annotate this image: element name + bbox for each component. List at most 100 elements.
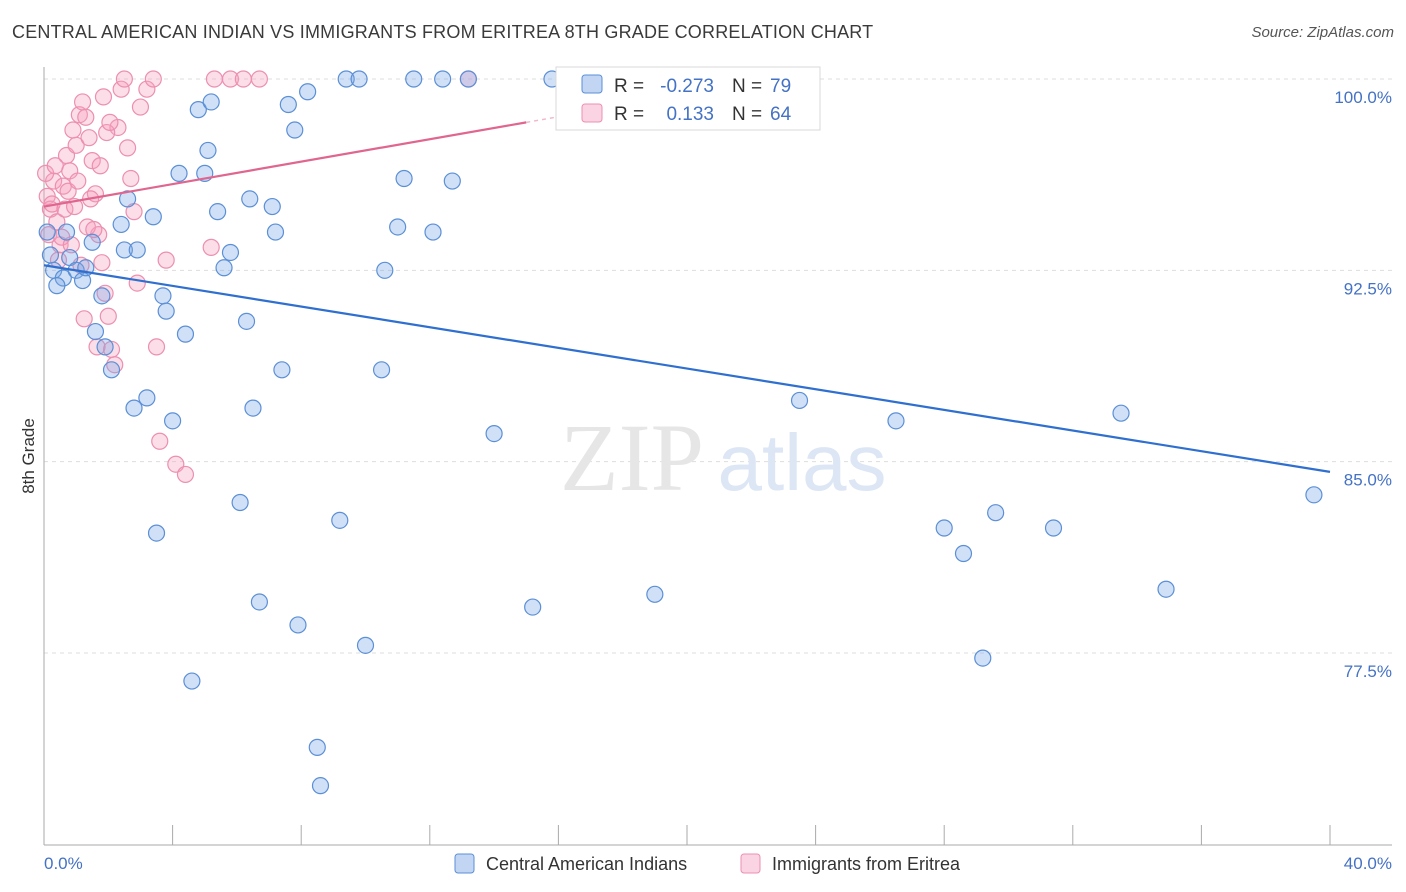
legend-r-label-1: R = <box>614 76 644 97</box>
central-american-indian-point <box>424 223 442 241</box>
central-american-indian-point <box>790 391 809 410</box>
central-american-indian-point <box>112 215 130 234</box>
eritrea-point <box>101 113 119 131</box>
central-american-indian-point <box>237 312 256 330</box>
central-american-indian-point <box>1112 404 1130 422</box>
central-american-indian-point <box>38 223 56 241</box>
central-american-indian-point <box>356 636 375 654</box>
legend-n-value-1: 79 <box>770 76 791 97</box>
central-american-indian-point <box>443 172 461 190</box>
eritrea-point <box>138 80 156 98</box>
eritrea-point <box>93 254 111 272</box>
central-american-indian-point <box>1157 580 1175 598</box>
central-american-indian-point <box>935 519 953 537</box>
gridlines <box>44 78 1392 654</box>
central-american-indian-point <box>395 169 413 188</box>
eritrea-point <box>144 70 162 88</box>
eritrea-point <box>106 356 124 374</box>
central-american-indian-point <box>987 504 1005 522</box>
central-american-indian-point <box>331 511 349 529</box>
eritrea-point <box>147 338 166 356</box>
central-american-indian-point <box>308 738 326 756</box>
watermark: ZIP atlas <box>560 404 886 511</box>
central-american-indian-point <box>279 95 297 114</box>
eritrea-point <box>118 139 137 157</box>
legend-pink-swatch <box>581 103 603 123</box>
eritrea-point <box>64 121 82 139</box>
central-american-indian-point <box>209 203 227 221</box>
central-american-indian-point <box>1305 486 1323 504</box>
legend-r-value-1: -0.273 <box>660 76 714 97</box>
bottom-legend-blue-label: Central American Indians <box>486 854 687 874</box>
axes <box>43 67 1392 846</box>
central-american-indian-point <box>286 121 304 139</box>
central-american-indian-point <box>250 593 269 611</box>
legend-r-label-2: R = <box>614 104 644 125</box>
central-american-indian-point <box>215 259 233 277</box>
eritrea-point <box>131 98 150 116</box>
central-american-indian-point <box>485 425 503 443</box>
legend-n-label-2: N = <box>732 104 762 125</box>
central-american-indian-point <box>41 246 60 264</box>
eritrea-point <box>151 432 169 450</box>
central-american-indian-point <box>887 412 905 430</box>
central-american-indian-point <box>93 287 111 305</box>
central-american-indian-point <box>154 287 172 305</box>
central-american-indian-point <box>96 338 114 356</box>
legend-n-value-2: 64 <box>770 104 792 125</box>
eritrea-point <box>46 157 64 175</box>
central-american-indian-point <box>157 302 175 320</box>
central-american-indian-point <box>405 70 423 88</box>
eritrea-point <box>85 220 103 239</box>
legend-n-label-1: N = <box>732 76 762 97</box>
central-american-indian-point <box>102 361 121 379</box>
central-american-indian-point <box>266 223 285 241</box>
y-tick-label: 100.0% <box>1334 88 1392 107</box>
eritrea-point <box>96 284 114 302</box>
central-american-indian-point <box>376 261 394 279</box>
x-tick-label-min: 0.0% <box>44 854 83 873</box>
y-tick-label: 77.5% <box>1344 662 1392 681</box>
central-american-indian-point <box>199 141 217 160</box>
pink-trend-line <box>43 121 527 208</box>
eritrea-point <box>128 274 146 292</box>
eritrea-point <box>202 238 220 256</box>
central-american-indian-point <box>144 208 162 226</box>
eritrea-point <box>94 88 113 106</box>
central-american-indian-point <box>138 389 156 407</box>
central-american-indian-point <box>1044 519 1063 537</box>
pink-series-points <box>37 70 477 484</box>
eritrea-point <box>99 307 117 325</box>
bottom-legend-blue-swatch <box>454 853 475 874</box>
eritrea-point <box>122 169 140 188</box>
legend-box: R = -0.273 N = 79 R = 0.133 N = 64 <box>555 66 821 131</box>
eritrea-point <box>250 70 269 88</box>
central-american-indian-point <box>350 70 368 88</box>
bottom-legend: Central American Indians Immigrants from… <box>454 853 961 874</box>
legend-blue-swatch <box>581 74 603 94</box>
eritrea-point <box>62 236 80 254</box>
central-american-indian-point <box>221 243 240 262</box>
central-american-indian-point <box>189 101 207 119</box>
watermark-atlas: atlas <box>718 418 887 507</box>
central-american-indian-point <box>263 197 281 216</box>
bottom-legend-pink-label-swatch <box>740 853 761 874</box>
eritrea-point <box>98 123 116 142</box>
eritrea-point <box>112 80 130 98</box>
watermark-zip: ZIP <box>560 404 704 511</box>
central-american-indian-point <box>524 598 542 616</box>
y-tick-labels: 100.0% 92.5% 85.0% 77.5% <box>1334 88 1392 681</box>
central-american-indian-point <box>231 493 249 512</box>
blue-series-points <box>38 70 1323 795</box>
eritrea-point <box>80 129 98 147</box>
central-american-indian-point <box>170 164 188 182</box>
eritrea-point <box>67 136 85 154</box>
eritrea-point <box>77 108 95 126</box>
central-american-indian-point <box>434 70 452 88</box>
x-tick-label-max: 40.0% <box>1344 854 1392 873</box>
legend-r-value-2: 0.133 <box>666 104 714 125</box>
central-american-indian-point <box>202 93 220 111</box>
central-american-indian-point <box>954 544 973 563</box>
eritrea-point <box>40 226 58 244</box>
